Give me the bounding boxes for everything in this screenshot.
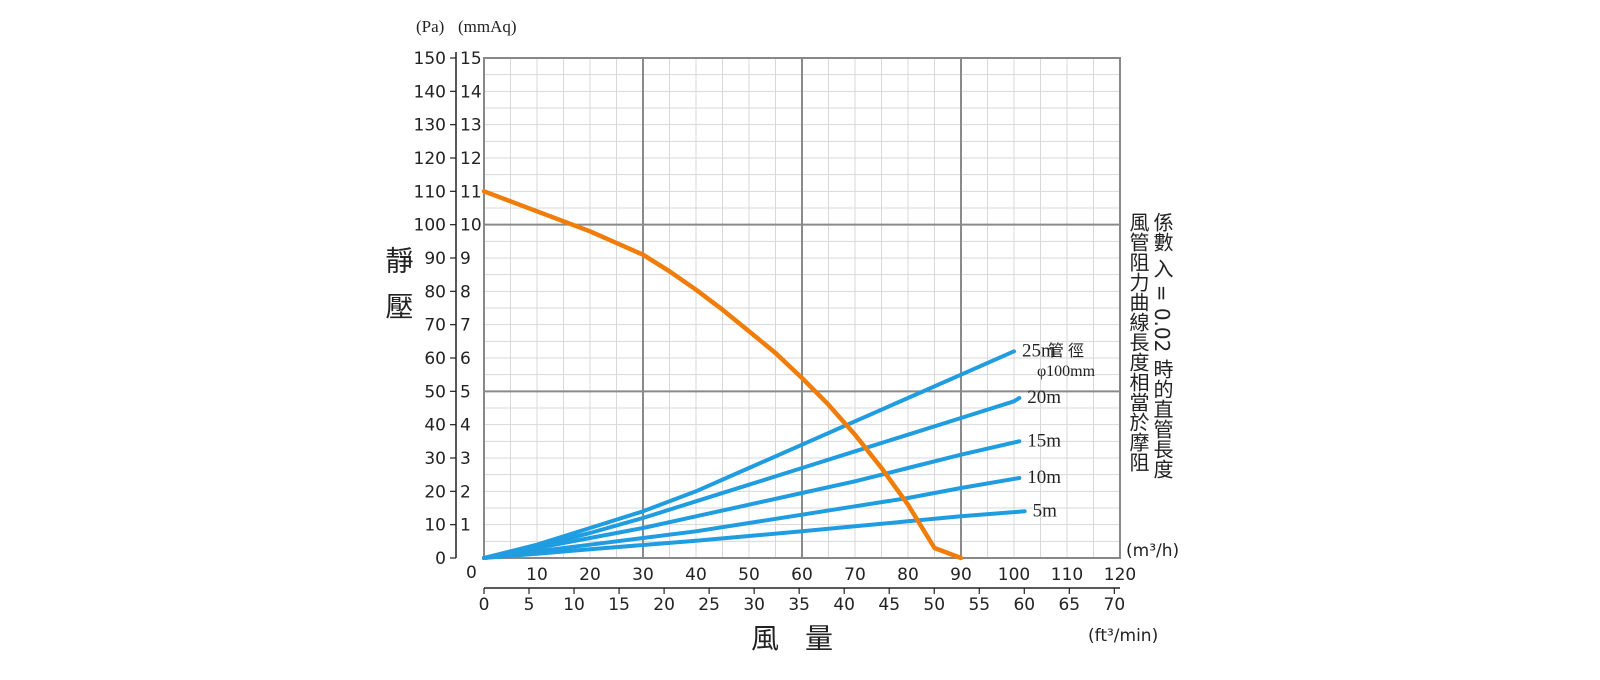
x-tick-label-m3h: 110 <box>1051 565 1083 585</box>
x-tick-label-m3h: 120 <box>1104 565 1136 585</box>
y-tick-label-mmaq: 14 <box>460 82 482 102</box>
x-tick-label-m3h: 60 <box>791 565 813 585</box>
y-tick-label-mmaq: 13 <box>460 116 482 136</box>
x-tick-label-ftmin: 20 <box>653 595 675 615</box>
note-line-2: 係數 入 = 0.02 時的直管長度 <box>1150 212 1174 479</box>
resistance-curve <box>482 349 1016 560</box>
y-tick-label-pa: 30 <box>424 449 446 469</box>
x-tick-label-ftmin: 55 <box>968 595 990 615</box>
x-tick-label-ftmin: 10 <box>563 595 585 615</box>
y-tick-label-pa: 100 <box>414 216 446 236</box>
x-tick-label-m3h: 30 <box>632 565 654 585</box>
y-tick-label-pa: 120 <box>414 149 446 169</box>
y-tick-label-mmaq: 1 <box>460 516 471 536</box>
x-tick-label-m3h: 20 <box>579 565 601 585</box>
y-tick-label-mmaq: 7 <box>460 316 471 336</box>
fan-curve <box>481 189 964 561</box>
x-tick-label-ftmin: 0 <box>479 595 490 615</box>
y-tick-label-pa: 150 <box>414 49 446 69</box>
x-unit-ftmin: (ft³/min) <box>1088 626 1158 646</box>
x-axis-label: 風量 <box>751 622 859 655</box>
x-tick-label-m3h: 90 <box>950 565 972 585</box>
y-tick-label-mmaq: 3 <box>460 449 471 469</box>
curves: 25m 20m 15m 10m 5m <box>481 189 1061 561</box>
y-tick-label-pa: 130 <box>414 116 446 136</box>
plot-frame <box>483 57 1121 559</box>
x-tick-label-m3h: 50 <box>738 565 760 585</box>
x-tick-label-ftmin: 40 <box>833 595 855 615</box>
x-tick-label-m3h: 100 <box>998 565 1030 585</box>
y-tick-label-mmaq: 10 <box>460 216 482 236</box>
x-tick-label-m3h: 70 <box>844 565 866 585</box>
x-tick-label-m3h: 10 <box>526 565 548 585</box>
resistance-curve <box>482 476 1022 560</box>
resistance-curve <box>482 509 1027 560</box>
x-tick-label-ftmin: 50 <box>923 595 945 615</box>
resistance-curve-label: 5m <box>1033 500 1058 521</box>
y-tick-label-mmaq: 11 <box>460 182 482 202</box>
y-tick-label-pa: 90 <box>424 249 446 269</box>
x-tick-label-m3h: 80 <box>897 565 919 585</box>
resistance-curve-label: 20m <box>1027 387 1061 408</box>
y-unit-pa: (Pa) <box>416 17 444 36</box>
y-tick-label-pa: 80 <box>424 282 446 302</box>
y-tick-label-mmaq: 4 <box>460 416 471 436</box>
y-tick-label-pa: 10 <box>424 516 446 536</box>
y-tick-label-mmaq: 0 <box>466 563 477 583</box>
note-line-1: 風管阻力曲線長度相當於摩阻 <box>1126 212 1150 472</box>
x-tick-label-ftmin: 15 <box>608 595 630 615</box>
y-tick-label-pa: 60 <box>424 349 446 369</box>
x-tick-label-ftmin: 35 <box>788 595 810 615</box>
y-tick-label-pa: 20 <box>424 482 446 502</box>
resistance-curve-label: 10m <box>1027 467 1061 488</box>
y-tick-label-pa: 140 <box>414 82 446 102</box>
resistance-curve-label: 25m <box>1022 340 1056 361</box>
y-tick-label-mmaq: 6 <box>460 349 471 369</box>
x-tick-label-ftmin: 65 <box>1058 595 1080 615</box>
x-tick-label-m3h: 40 <box>685 565 707 585</box>
resistance-curve <box>482 396 1022 560</box>
y-tick-label-mmaq: 12 <box>460 149 482 169</box>
y-tick-label-pa: 40 <box>424 416 446 436</box>
x-tick-label-ftmin: 45 <box>878 595 900 615</box>
x-tick-label-ftmin: 60 <box>1013 595 1035 615</box>
axes: 0102030405060708090100110120130140150123… <box>414 49 1137 615</box>
y-tick-label-mmaq: 15 <box>460 49 482 69</box>
y-tick-label-mmaq: 2 <box>460 482 471 502</box>
y-tick-label-mmaq: 9 <box>460 249 471 269</box>
grid-major <box>484 58 1120 558</box>
x-tick-label-ftmin: 25 <box>698 595 720 615</box>
pipe-diameter: φ100mm <box>1037 363 1096 380</box>
x-tick-label-ftmin: 70 <box>1104 595 1126 615</box>
x-unit-m3h: (m³/h) <box>1126 541 1179 561</box>
x-tick-label-ftmin: 30 <box>743 595 765 615</box>
y-tick-label-pa: 0 <box>435 549 446 569</box>
y-axis-label: 靜壓 <box>382 246 415 338</box>
y-tick-label-pa: 110 <box>414 182 446 202</box>
x-tick-label-ftmin: 5 <box>524 595 535 615</box>
pipe-label: 管 徑 <box>1048 342 1084 360</box>
y-tick-label-mmaq: 8 <box>460 282 471 302</box>
y-tick-label-mmaq: 5 <box>460 382 471 402</box>
resistance-curve-label: 15m <box>1027 430 1061 451</box>
y-tick-label-pa: 70 <box>424 316 446 336</box>
y-unit-mmaq: (mmAq) <box>458 17 517 36</box>
y-tick-label-pa: 50 <box>424 382 446 402</box>
resistance-curve <box>482 439 1022 560</box>
